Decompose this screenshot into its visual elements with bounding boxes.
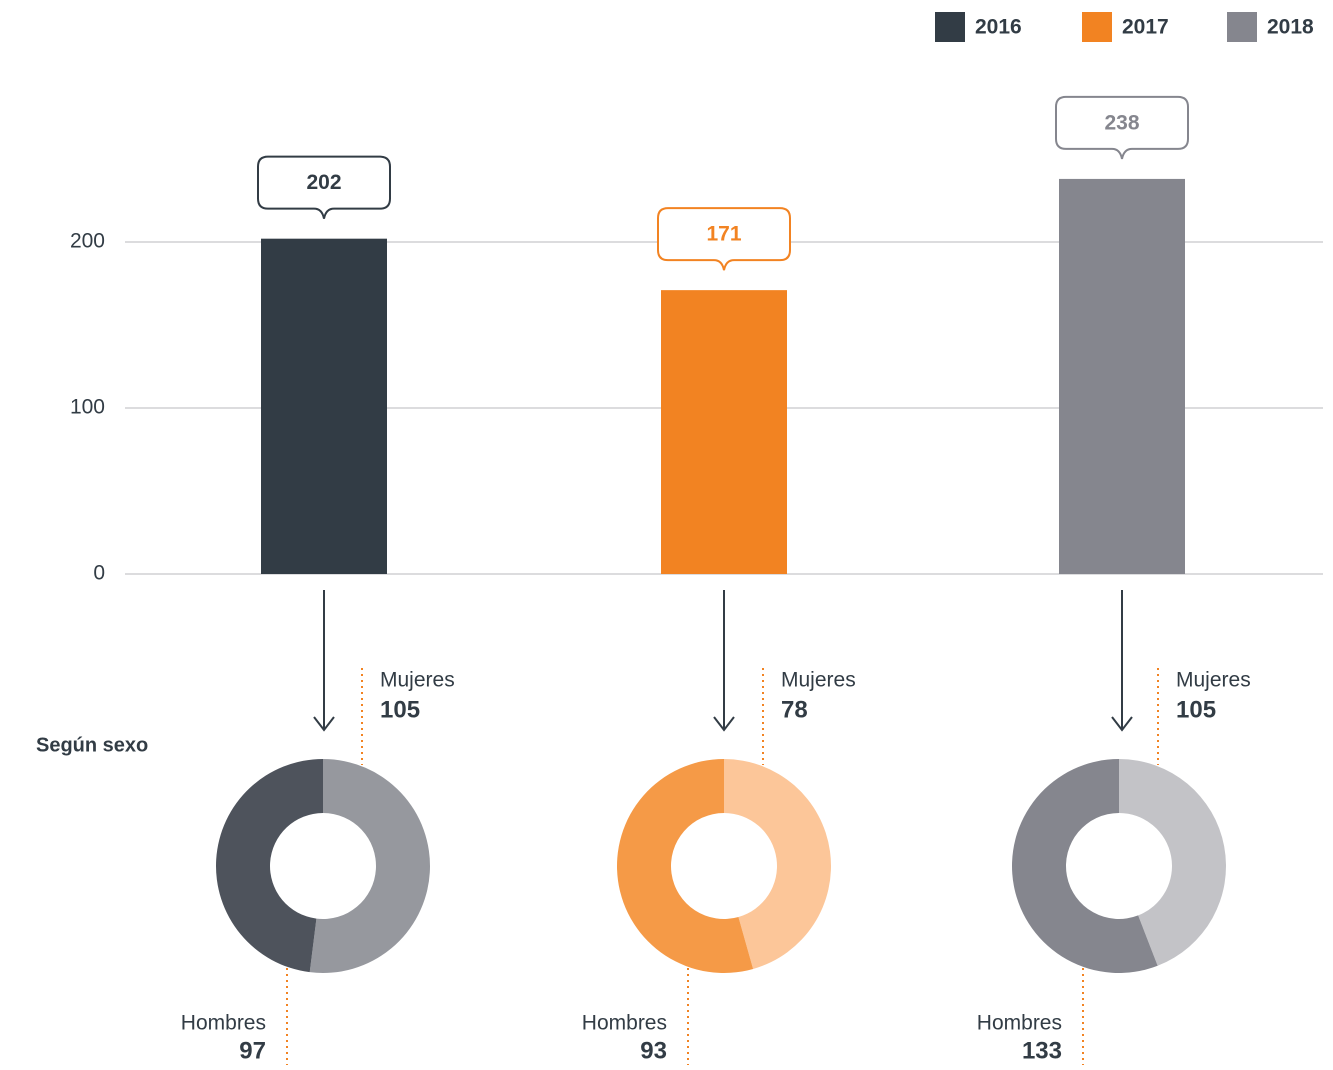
pie-value: 133 <box>1022 1037 1062 1064</box>
y-tick-label: 0 <box>93 562 105 585</box>
bar <box>661 290 787 574</box>
legend-swatch <box>1082 12 1112 42</box>
pie-wedge <box>724 759 831 969</box>
legend-swatch <box>1227 12 1257 42</box>
arrow-head <box>1111 716 1133 732</box>
arrow-head <box>713 716 735 732</box>
pie-label: Hombres <box>582 1012 667 1035</box>
pie-label: Hombres <box>181 1012 266 1035</box>
legend-label: 2018 <box>1267 16 1314 39</box>
pie-label: Mujeres <box>781 669 856 692</box>
value-label: 202 <box>306 171 341 194</box>
legend-label: 2016 <box>975 16 1022 39</box>
pie-value: 78 <box>781 696 808 723</box>
pie-wedge <box>1012 759 1158 973</box>
pie-label: Mujeres <box>1176 669 1251 692</box>
bar <box>261 238 387 574</box>
pie-wedge <box>616 759 754 974</box>
pie-wedge <box>1119 759 1227 966</box>
pie-value: 105 <box>380 696 420 723</box>
y-tick-label: 200 <box>70 230 105 253</box>
value-label: 238 <box>1104 111 1139 134</box>
value-callout <box>657 207 791 271</box>
value-callout <box>1055 95 1189 160</box>
legend-label: 2017 <box>1122 16 1169 39</box>
pie-wedge <box>215 759 323 973</box>
pie-label: Mujeres <box>380 669 455 692</box>
pie-wedge <box>309 759 430 973</box>
pie-value: 105 <box>1176 696 1216 723</box>
value-callout <box>257 155 391 219</box>
section-label: Según sexo <box>36 734 148 756</box>
pie-value: 93 <box>640 1037 667 1064</box>
pie-label: Hombres <box>977 1012 1062 1035</box>
y-tick-label: 100 <box>70 396 105 419</box>
bar <box>1059 178 1185 575</box>
legend-swatch <box>935 12 965 42</box>
value-label: 171 <box>706 223 741 246</box>
pie-value: 97 <box>239 1037 266 1064</box>
arrow-head <box>313 716 335 732</box>
